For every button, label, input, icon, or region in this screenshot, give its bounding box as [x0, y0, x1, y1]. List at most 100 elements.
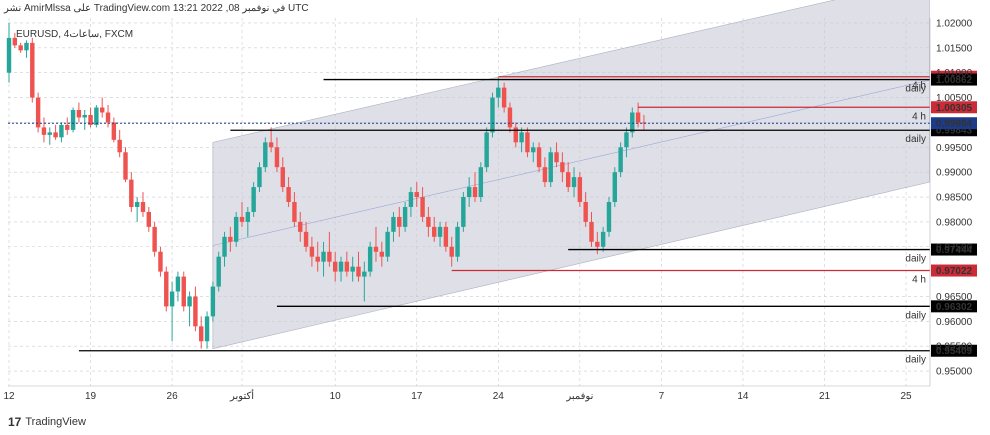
candle-body	[228, 236, 233, 242]
candle-body	[536, 147, 542, 168]
candle-body	[525, 132, 530, 153]
tradingview-logo-icon: 17	[8, 415, 22, 429]
price-tag	[931, 264, 977, 277]
candle-body	[216, 256, 221, 287]
candle-body	[199, 326, 204, 342]
level-note: daily	[905, 254, 926, 265]
candle-body	[24, 42, 29, 51]
candle-body	[571, 177, 577, 188]
x-tick-label: أكتوبر	[229, 389, 254, 402]
candle-body	[298, 221, 303, 232]
candle-body	[274, 147, 280, 168]
y-tick-label: 0.98500	[936, 193, 973, 204]
candle-body	[268, 142, 274, 148]
candle-body	[280, 167, 285, 188]
x-tick-label: 10	[330, 391, 342, 402]
publish-info: نشر AmirMlssa على TradingView.com في نوف…	[4, 3, 309, 14]
candle-body	[437, 226, 443, 237]
candle-body	[461, 197, 466, 227]
candle-body	[251, 187, 256, 212]
level-note: daily	[905, 355, 926, 366]
candlestick-series	[6, 22, 647, 349]
candle-body	[53, 132, 58, 138]
candle-body	[181, 276, 186, 307]
price-tag	[931, 73, 977, 86]
candle-body	[612, 172, 618, 202]
candle-body	[76, 110, 82, 118]
candle-body	[59, 124, 64, 138]
candle-body	[193, 296, 198, 327]
candle-body	[315, 256, 320, 262]
candle-body	[385, 231, 390, 257]
level-note: daily	[905, 134, 926, 145]
level-note: daily	[905, 84, 926, 95]
candle-body	[589, 221, 594, 242]
candle-body	[152, 226, 157, 252]
candle-body	[513, 127, 518, 143]
x-tick-label: نوفمبر	[565, 391, 593, 402]
candle-body	[158, 251, 163, 272]
level-note: 4 h	[912, 275, 926, 286]
x-tick-label: 21	[819, 391, 831, 402]
price-tag	[931, 243, 977, 256]
y-tick-label: 0.99500	[936, 143, 973, 154]
y-tick-label: 0.98000	[936, 217, 973, 228]
candle-body	[583, 202, 588, 222]
candle-body	[239, 216, 245, 222]
level-note: 4 h	[912, 111, 926, 122]
y-tick-label: 1.01000	[936, 68, 973, 79]
candle-body	[129, 179, 134, 207]
candle-body	[356, 266, 361, 277]
candle-body	[257, 167, 262, 188]
candle-body	[292, 202, 297, 222]
candle-body	[263, 142, 268, 168]
candle-body	[88, 114, 93, 125]
y-tick-label: 0.95000	[936, 367, 973, 378]
candle-body	[12, 37, 18, 46]
candle-body	[140, 202, 146, 212]
candle-body	[449, 246, 454, 257]
level-note: daily	[905, 310, 926, 321]
price-tag-text: 0.96302	[936, 302, 973, 313]
candle-body	[18, 45, 23, 51]
candle-body	[531, 147, 536, 153]
candle-body	[169, 291, 175, 307]
regression-channel	[212, 0, 930, 350]
candle-body	[350, 266, 355, 272]
x-tick-label: 24	[493, 391, 505, 402]
candle-body	[286, 187, 291, 202]
candle-body	[490, 97, 495, 133]
candle-body	[175, 276, 181, 292]
candle-body	[146, 211, 152, 227]
candle-body	[111, 122, 117, 140]
candle-body	[70, 110, 76, 130]
candle-body	[577, 177, 583, 202]
candle-body	[426, 216, 431, 227]
candle-body	[455, 226, 460, 257]
x-tick-label: 7	[659, 391, 665, 402]
candle-body	[303, 231, 309, 247]
candle-body	[402, 206, 408, 227]
channel-band	[212, 0, 930, 350]
candle-body	[443, 226, 449, 247]
candle-body	[466, 187, 472, 198]
y-tick-label: 0.99000	[936, 168, 973, 179]
candle-body	[560, 162, 565, 173]
y-tick-label: 0.96500	[936, 292, 973, 303]
candle-body	[327, 251, 332, 262]
symbol-label: EURUSD, 4ساعات, FXCM	[16, 29, 133, 40]
candle-body	[641, 122, 647, 124]
level-note: 4 h	[912, 81, 926, 92]
candle-body	[94, 107, 99, 125]
candle-body	[548, 152, 553, 183]
candle-body	[373, 246, 379, 252]
candle-body	[408, 192, 414, 207]
candle-body	[595, 241, 600, 247]
price-tag-text: 1.00305	[936, 103, 973, 114]
candle-body	[501, 87, 507, 108]
candle-body	[379, 251, 385, 257]
y-tick-label: 0.97500	[936, 242, 973, 253]
candle-body	[635, 112, 641, 123]
candle-body	[624, 132, 629, 148]
